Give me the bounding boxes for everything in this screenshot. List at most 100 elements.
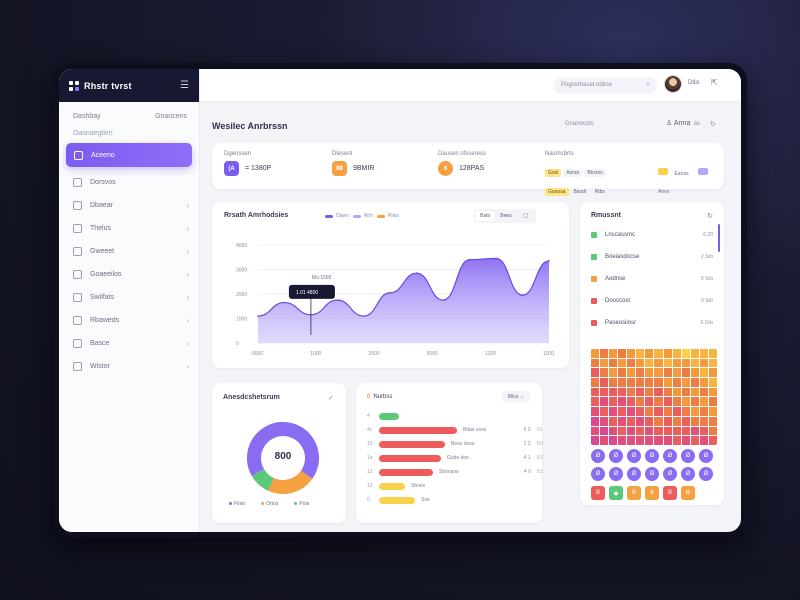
series-point[interactable] <box>283 301 286 304</box>
series-point[interactable] <box>468 258 471 261</box>
icon-button[interactable]: Ø <box>699 449 713 463</box>
icon-button[interactable]: Ø <box>663 467 677 481</box>
brand-name: Rhstr tvrst <box>84 80 132 91</box>
activity-value: 6 20 <box>703 232 713 238</box>
series-point[interactable] <box>336 299 339 301</box>
stat-pill[interactable]: Anrso <box>563 169 583 177</box>
sidebar-item-4[interactable]: Gweeet › <box>59 240 199 263</box>
series-point[interactable] <box>495 257 497 260</box>
icon-button[interactable] <box>699 486 713 500</box>
icon-button[interactable]: Ø <box>699 467 713 481</box>
icon-button[interactable]: Ø <box>663 449 677 463</box>
table-title-prefix: 0 <box>367 394 371 400</box>
icon-button[interactable]: B <box>681 486 695 500</box>
stat-pill[interactable]: Gosl <box>545 169 562 177</box>
row-action[interactable]: B3 <box>536 469 543 475</box>
calendar-icon[interactable]: ▢ <box>522 213 529 219</box>
check-icon[interactable]: ✓ <box>328 395 334 402</box>
series-point[interactable] <box>389 291 392 294</box>
activity-row[interactable]: Lnscassmc 6 20 <box>591 229 713 241</box>
table-row[interactable]: 0 Sse <box>367 495 543 505</box>
icon-button[interactable]: Ø <box>591 449 605 463</box>
icon-button[interactable]: 8 <box>645 486 659 500</box>
table-row[interactable]: 13 Sboes <box>367 481 543 491</box>
table-row[interactable]: 1a Gobe dos 4 1 R3 <box>367 453 543 463</box>
series-point[interactable] <box>442 299 444 301</box>
row-action[interactable]: N3 <box>536 441 543 447</box>
icon-button[interactable]: ◆ <box>609 486 623 500</box>
stat-pill[interactable]: Bsodr <box>570 188 590 196</box>
sidebar-item-8[interactable]: Basce › <box>59 332 199 355</box>
series-point[interactable] <box>257 315 259 317</box>
icon-button[interactable]: Ø <box>609 467 623 481</box>
donut-segment[interactable] <box>243 418 322 497</box>
refresh-icon[interactable]: ↻ <box>710 121 716 128</box>
logout-icon[interactable]: ⇱ <box>711 78 718 87</box>
series-point[interactable] <box>363 315 365 317</box>
icon-button[interactable]: Ø <box>591 467 605 481</box>
activity-value: 2 Srb <box>701 254 713 260</box>
icon-button[interactable]: Ø <box>681 467 695 481</box>
filter-button[interactable]: Bllos ⌄ <box>501 391 530 403</box>
table-row[interactable]: 10 Bese doss 2 2 N3 <box>367 439 543 449</box>
row-bar <box>379 412 399 420</box>
heatmap-cell <box>654 426 663 436</box>
stat-value: 128PAS <box>459 165 485 172</box>
sidebar-item-label: Wistor <box>90 363 110 370</box>
stat-pill[interactable]: Rtbs <box>591 188 608 196</box>
icon-button[interactable]: Ø <box>645 449 659 463</box>
row-action[interactable]: N1 <box>536 427 543 433</box>
series-point[interactable] <box>415 272 418 274</box>
stat-pill[interactable]: Ganosa <box>545 188 569 196</box>
activity-row[interactable]: Dooscost 0 Srb <box>591 295 713 307</box>
sidebar-item-1[interactable]: Dorsvos <box>59 171 199 194</box>
sidebar-item-7[interactable]: Rbaweds › <box>59 309 199 332</box>
icon-button[interactable]: Ø <box>627 467 641 481</box>
heatmap-cell <box>663 407 672 416</box>
heatmap-cell <box>636 349 645 358</box>
heatmap-cell <box>609 358 618 368</box>
mini-tag-label[interactable]: Eanas <box>674 171 689 177</box>
icon-button[interactable]: B <box>627 486 641 500</box>
range-option[interactable]: Bato <box>475 211 496 221</box>
page-user[interactable]: ♙ Amra as <box>666 119 700 127</box>
table-row[interactable]: 4 <box>367 411 543 421</box>
sidebar-item-0[interactable]: Aceeno <box>66 143 192 167</box>
icon-button[interactable]: Ø <box>609 449 623 463</box>
scrollbar[interactable] <box>718 224 720 252</box>
table-row[interactable]: 12 Sbonass 4 0 B3 <box>367 467 543 477</box>
activity-row[interactable]: Boeiasdocse 2 Srb <box>591 251 713 263</box>
user-label[interactable]: Dtlis <box>688 80 700 86</box>
icon-button[interactable]: Ø <box>627 449 641 463</box>
mini-tag-label[interactable]: Anes <box>658 189 670 195</box>
series-point[interactable] <box>521 294 524 297</box>
activity-row[interactable]: Paseosiinsr 0 Orb <box>591 317 713 329</box>
avatar[interactable] <box>664 75 682 93</box>
sidebar-item-6[interactable]: Swilfats › <box>59 286 199 309</box>
activity-label: Paseosiinsr <box>605 320 637 326</box>
icon-button[interactable]: B <box>591 486 605 500</box>
refresh-icon[interactable]: ↻ <box>707 213 713 220</box>
range-option[interactable]: Bees <box>500 213 512 219</box>
breadcrumb[interactable]: Gnanncols <box>565 121 594 127</box>
sidebar-top-right[interactable]: Gnancens <box>155 113 187 120</box>
x-tick-label: 0000 <box>252 351 263 357</box>
search-input[interactable]: Pogusthasat odkse ⌕ <box>553 77 657 94</box>
donut-segment[interactable] <box>243 418 322 497</box>
heatmap-cell <box>636 378 645 387</box>
sidebar-item-label: Goaeeilos <box>90 271 122 278</box>
icon-button[interactable]: Ø <box>681 449 695 463</box>
icon-button[interactable]: Ø <box>645 467 659 481</box>
hamburger-icon[interactable]: ☰ <box>180 80 189 91</box>
activity-row[interactable]: Aodnse 5 Srb <box>591 273 713 285</box>
icon-button[interactable]: B <box>663 486 677 500</box>
sidebar-top-left[interactable]: Dashbay <box>73 113 101 120</box>
stat-pill[interactable]: Btrcies <box>584 169 606 177</box>
sidebar-item-5[interactable]: Goaeeilos › <box>59 263 199 286</box>
row-action[interactable]: R3 <box>536 455 543 461</box>
sidebar-item-9[interactable]: Wistor › <box>59 355 199 378</box>
series-point[interactable] <box>548 260 550 262</box>
table-row[interactable]: 4c Bdas ooss 6 3 N1 <box>367 425 543 435</box>
sidebar-item-2[interactable]: Dbaear › <box>59 194 199 217</box>
sidebar-item-3[interactable]: Thelus › <box>59 217 199 240</box>
